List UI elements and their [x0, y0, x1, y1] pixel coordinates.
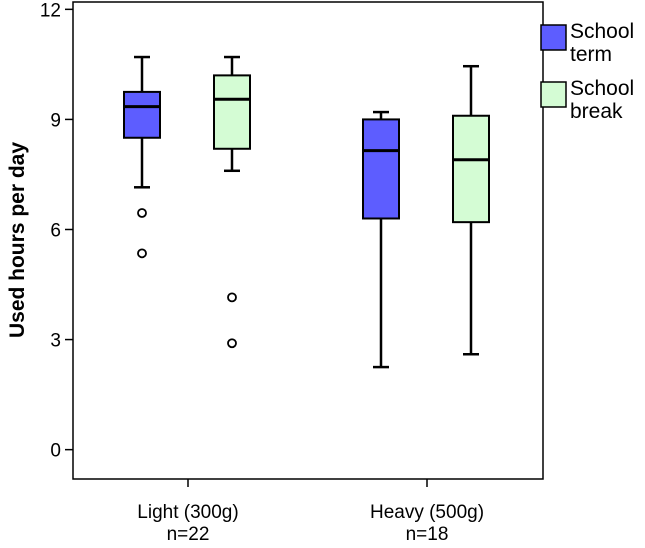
box-series — [123, 55, 490, 369]
y-tick-label: 9 — [50, 110, 61, 131]
x-tick-label-line2: n=22 — [167, 524, 210, 545]
box-1-0 — [213, 55, 251, 349]
box-iqr — [452, 114, 490, 224]
legend-label-school-term-line2: term — [570, 43, 612, 66]
outlier-point — [227, 292, 237, 303]
plot-area — [72, 1, 544, 480]
legend-label-school-break-line1: School — [570, 77, 634, 100]
box-1-1 — [452, 64, 490, 356]
y-tick-label: 3 — [50, 331, 61, 352]
y-tick-label: 12 — [40, 0, 61, 21]
legend: School term School break — [540, 20, 634, 123]
legend-label-school-break-line2: break — [570, 100, 623, 123]
outlier-point — [137, 208, 147, 218]
box-0-0 — [123, 55, 161, 259]
y-axis-title: Used hours per day — [6, 142, 29, 338]
box-iqr — [213, 74, 251, 150]
x-tick-label-line1: Light (300g) — [137, 502, 238, 523]
y-tick-label: 6 — [50, 220, 61, 241]
outlier-point — [227, 338, 237, 349]
box-0-1 — [362, 110, 400, 369]
outlier-point — [137, 248, 147, 259]
legend-swatch-school-break — [540, 81, 567, 108]
box-iqr — [362, 118, 400, 220]
x-tick-label-line1: Heavy (500g) — [370, 502, 484, 523]
box-iqr — [123, 90, 161, 139]
x-tick-label-line2: n=18 — [406, 524, 449, 545]
x-axis: Light (300g)n=22 Heavy (500g)n=18 — [137, 479, 484, 545]
legend-label-school-term-line1: School — [570, 20, 634, 43]
legend-swatch-school-term — [540, 24, 567, 51]
y-tick-label: 0 — [50, 441, 61, 462]
y-axis: 0 3 6 9 12 — [40, 0, 73, 462]
